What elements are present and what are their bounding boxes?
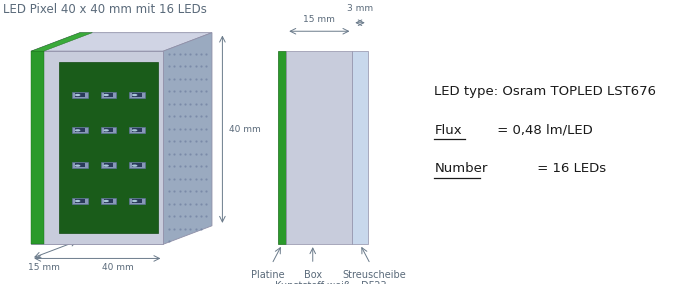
- Bar: [286, 51, 352, 244]
- Polygon shape: [31, 33, 212, 51]
- Text: 15 mm: 15 mm: [28, 263, 60, 272]
- Bar: [101, 162, 116, 168]
- Text: Streuscheibe
DF23: Streuscheibe DF23: [342, 270, 406, 284]
- Circle shape: [132, 200, 138, 202]
- Polygon shape: [163, 33, 212, 244]
- Bar: [75, 93, 85, 97]
- Circle shape: [75, 164, 81, 167]
- Bar: [104, 199, 113, 203]
- Text: = 0,48 lm/LED: = 0,48 lm/LED: [493, 124, 593, 137]
- Bar: [101, 127, 116, 133]
- Bar: [132, 93, 142, 97]
- Circle shape: [104, 129, 109, 131]
- Text: Platine: Platine: [252, 270, 285, 280]
- Bar: [75, 163, 85, 167]
- Circle shape: [104, 164, 109, 167]
- Text: Flux: Flux: [434, 124, 462, 137]
- Bar: [278, 51, 286, 244]
- Text: LED type: Osram TOPLED LST676: LED type: Osram TOPLED LST676: [434, 85, 656, 98]
- Bar: [75, 199, 85, 203]
- Circle shape: [104, 200, 109, 202]
- Bar: [352, 51, 368, 244]
- Circle shape: [104, 94, 109, 96]
- Bar: [132, 163, 142, 167]
- Text: 40 mm: 40 mm: [229, 125, 261, 134]
- Circle shape: [75, 94, 81, 96]
- Bar: [104, 163, 113, 167]
- Text: = 16 LEDs: = 16 LEDs: [534, 162, 607, 175]
- Bar: [104, 93, 113, 97]
- Bar: [101, 198, 116, 204]
- Bar: [129, 127, 145, 133]
- Circle shape: [75, 200, 81, 202]
- Bar: [129, 91, 145, 98]
- Bar: [101, 91, 116, 98]
- Bar: [129, 162, 145, 168]
- Text: LED Pixel 40 x 40 mm mit 16 LEDs: LED Pixel 40 x 40 mm mit 16 LEDs: [3, 3, 207, 16]
- Text: 15 mm: 15 mm: [304, 15, 335, 24]
- Text: Number: Number: [434, 162, 488, 175]
- Circle shape: [132, 129, 138, 131]
- Bar: [132, 199, 142, 203]
- Text: 3 mm: 3 mm: [347, 4, 373, 13]
- Bar: [132, 128, 142, 132]
- Bar: [72, 127, 88, 133]
- Text: Box
Kunststoff weiß: Box Kunststoff weiß: [275, 270, 350, 284]
- Bar: [72, 162, 88, 168]
- Polygon shape: [31, 33, 92, 51]
- Bar: [31, 51, 44, 244]
- Bar: [72, 198, 88, 204]
- Bar: [104, 128, 113, 132]
- Bar: [72, 91, 88, 98]
- Bar: [31, 51, 163, 244]
- Bar: [59, 62, 158, 233]
- Bar: [129, 198, 145, 204]
- Circle shape: [75, 129, 81, 131]
- Circle shape: [132, 94, 138, 96]
- Text: 40 mm: 40 mm: [102, 263, 134, 272]
- Bar: [75, 128, 85, 132]
- Circle shape: [132, 164, 138, 167]
